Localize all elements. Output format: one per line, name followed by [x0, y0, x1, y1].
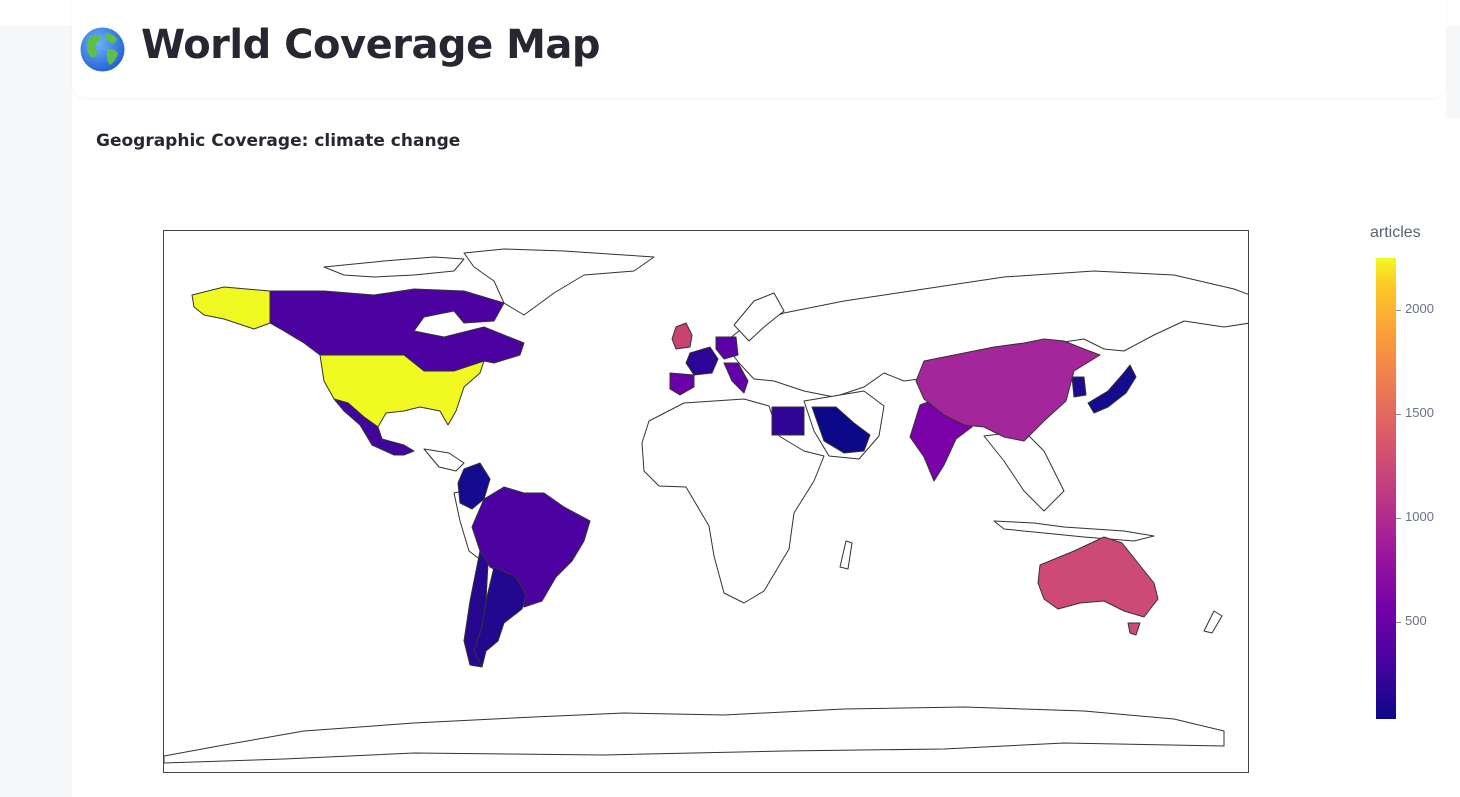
- country-germany: [715, 336, 739, 360]
- landmass-madagascar: [839, 540, 853, 570]
- colorbar-tick-mark: [1396, 310, 1401, 311]
- colorbar-tick-1500: 1500: [1405, 405, 1434, 420]
- colorbar-tick-mark: [1396, 414, 1401, 415]
- landmass-southeast-asia: [983, 430, 1065, 512]
- landmass-africa: [641, 398, 825, 604]
- country-saudi-arabia: [811, 406, 871, 454]
- page-title: World Coverage Map: [141, 22, 601, 68]
- landmass-central-america: [423, 448, 465, 472]
- country-usa-alaska: [191, 286, 271, 330]
- country-france: [685, 346, 719, 376]
- header-card: [72, 0, 1446, 98]
- landmass-scandinavia: [733, 292, 785, 342]
- colorbar: [1376, 258, 1396, 719]
- country-italy: [723, 362, 749, 394]
- left-gutter: [0, 26, 72, 797]
- landmass-antarctica: [164, 706, 1225, 764]
- country-china: [915, 338, 1101, 442]
- country-uk: [671, 322, 693, 350]
- globe-icon: [80, 27, 125, 72]
- colorbar-tick-1000: 1000: [1405, 509, 1434, 524]
- country-south-korea: [1071, 376, 1087, 398]
- colorbar-tick-2000: 2000: [1405, 301, 1434, 316]
- country-australia-tasmania: [1127, 622, 1141, 636]
- country-mexico: [333, 398, 415, 456]
- colorbar-tick-500: 500: [1405, 613, 1427, 628]
- country-chile: [463, 550, 489, 668]
- landmass-indonesia: [993, 520, 1155, 542]
- colorbar-title: articles: [1370, 224, 1421, 241]
- country-egypt: [771, 406, 805, 436]
- country-colombia: [457, 462, 491, 510]
- colorbar-tick-mark: [1396, 622, 1401, 623]
- chart-subtitle: Geographic Coverage: climate change: [96, 131, 461, 151]
- landmass-new-zealand: [1203, 610, 1223, 634]
- world-map[interactable]: [163, 230, 1249, 773]
- country-arctic-islands: [323, 256, 465, 278]
- country-spain: [669, 372, 695, 396]
- country-australia: [1037, 536, 1159, 618]
- country-greenland: [463, 248, 655, 316]
- right-gutter: [1446, 26, 1460, 118]
- country-japan: [1087, 364, 1137, 414]
- colorbar-tick-mark: [1396, 518, 1401, 519]
